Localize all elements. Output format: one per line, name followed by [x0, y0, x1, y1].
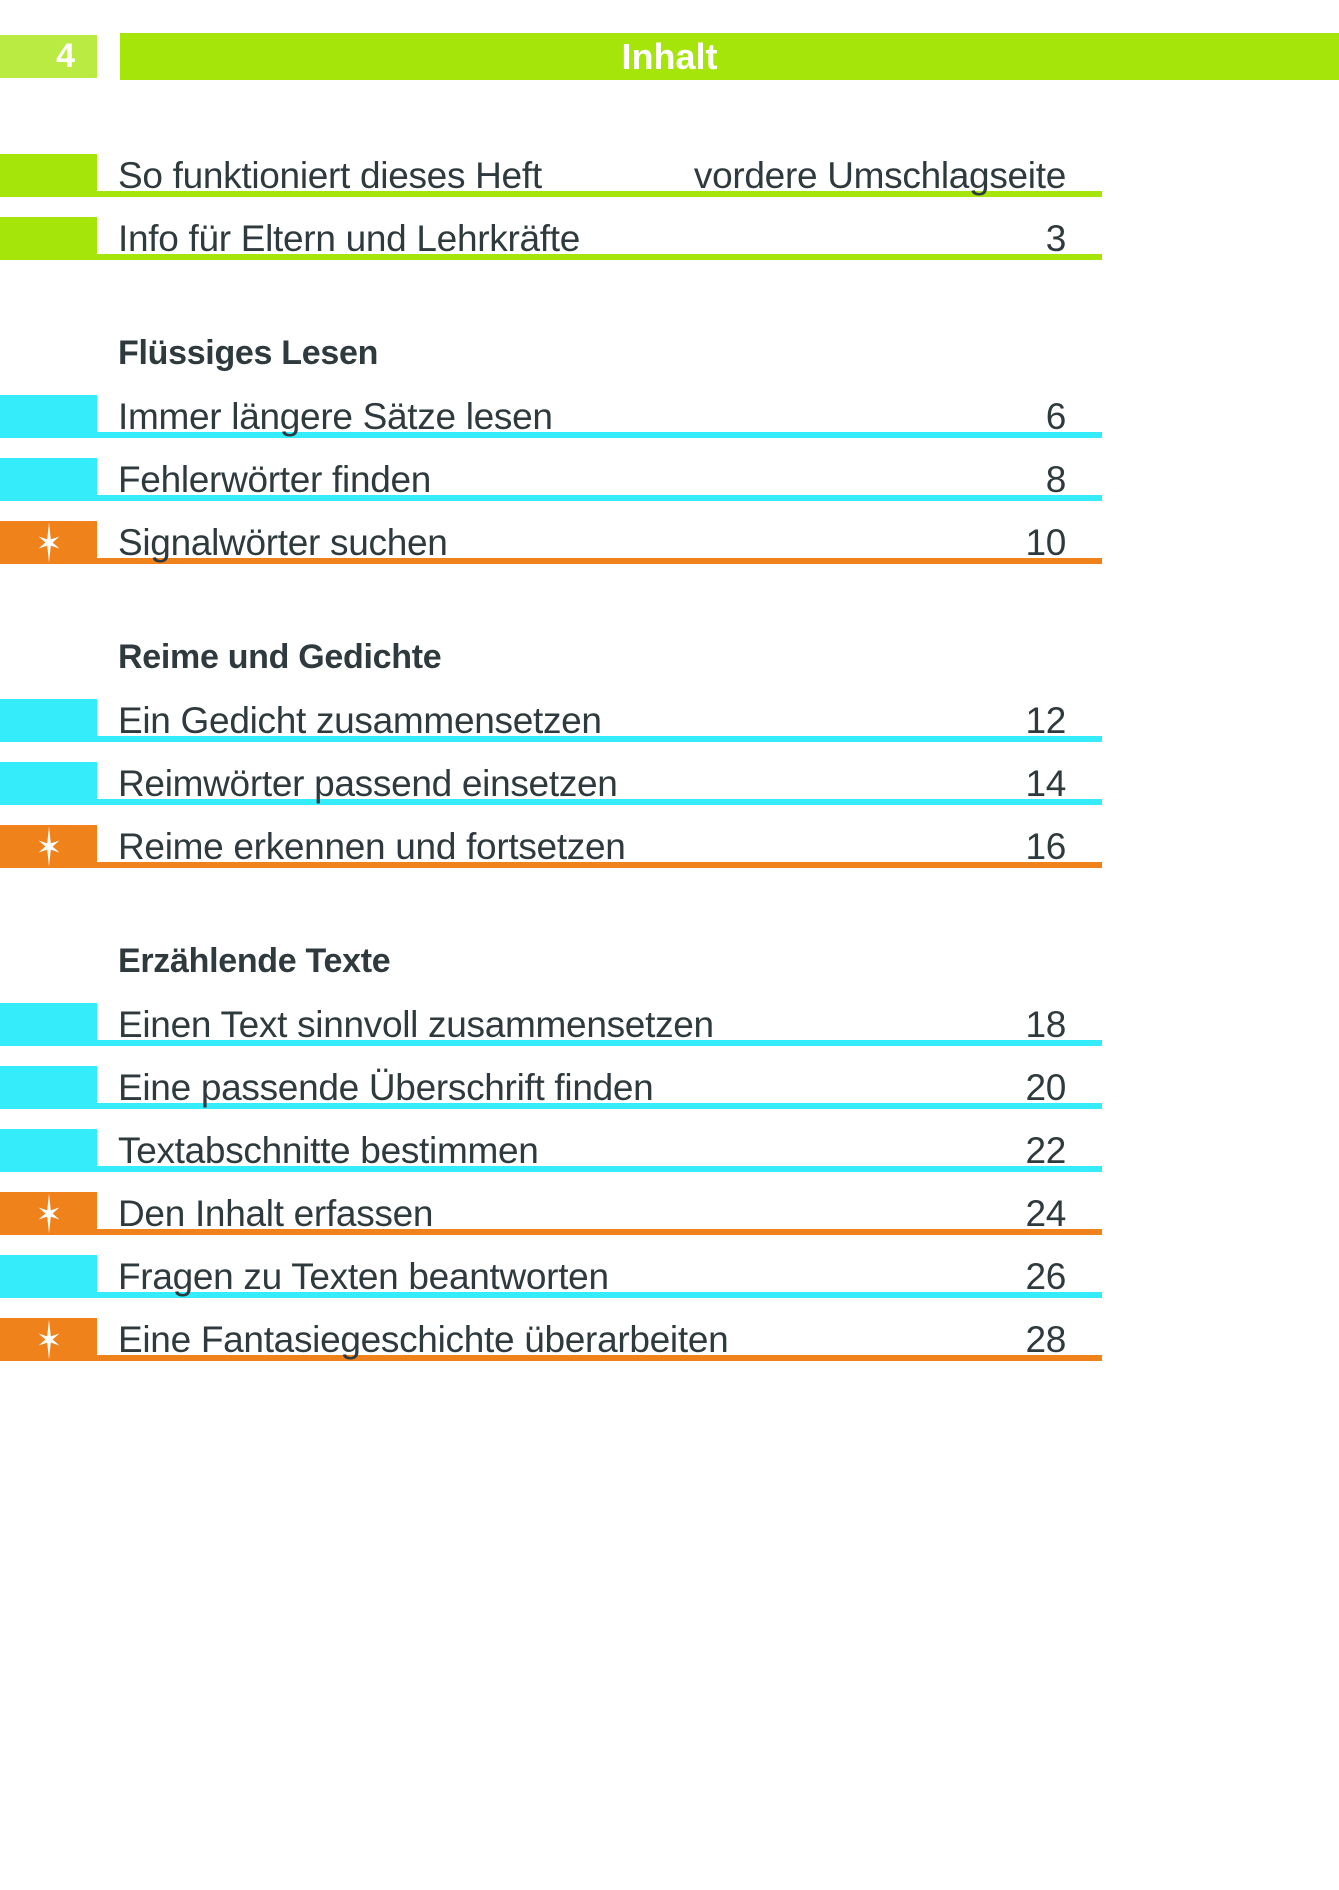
section-heading: Erzählende Texte	[118, 942, 391, 980]
entry-label: Immer längere Sätze lesen	[118, 396, 553, 437]
page-header: 4 Inhalt	[0, 33, 1339, 80]
toc-entry: Eine passende Überschrift finden 20	[0, 1066, 1339, 1109]
entry-label: Reime erkennen und fortsetzen	[118, 826, 626, 867]
entry-label: Einen Text sinnvoll zusammensetzen	[118, 1004, 714, 1045]
entry-page-number: 28	[1025, 1319, 1066, 1360]
entry-rule	[0, 254, 1102, 260]
header-bar	[120, 33, 1339, 80]
entry-rule	[0, 1292, 1102, 1298]
entry-page-number: 12	[1025, 700, 1066, 741]
entry-label: Fragen zu Texten beantworten	[118, 1256, 609, 1297]
toc-section: Flüssiges Lesen Immer längere Sätze lese…	[0, 335, 1339, 564]
entry-marker	[0, 154, 97, 197]
entry-rule	[0, 1166, 1102, 1172]
toc-entry: Immer längere Sätze lesen 6	[0, 395, 1339, 438]
entry-page-number: vordere Umschlagseite	[693, 155, 1066, 196]
entry-label: Eine passende Überschrift finden	[118, 1067, 654, 1108]
entry-label: Den Inhalt erfassen	[118, 1193, 434, 1234]
entry-page-number: 8	[1045, 459, 1067, 500]
entry-rule	[0, 799, 1102, 805]
toc-entry: Einen Text sinnvoll zusammensetzen 18	[0, 1003, 1339, 1046]
section-heading: Reime und Gedichte	[118, 638, 442, 676]
entry-page-number: 14	[1025, 763, 1066, 804]
star-icon	[29, 521, 69, 564]
entry-rule	[0, 1229, 1102, 1235]
entry-label: Signalwörter suchen	[118, 522, 448, 563]
star-icon	[29, 1318, 69, 1361]
entry-rule	[0, 191, 1102, 197]
page-title: Inhalt	[621, 36, 718, 77]
entry-marker	[0, 521, 97, 564]
entry-label: Eine Fantasiegeschichte überarbeiten	[118, 1319, 729, 1360]
entry-marker	[0, 762, 97, 805]
entry-label: So funktioniert dieses Heft	[118, 155, 542, 196]
entry-marker	[0, 1129, 97, 1172]
entry-page-number: 6	[1045, 396, 1067, 437]
toc-entry: Den Inhalt erfassen 24	[0, 1192, 1339, 1235]
entry-label: Fehlerwörter finden	[118, 459, 432, 500]
entry-rule	[0, 495, 1102, 501]
toc-section: Reime und Gedichte Ein Gedicht zusammens…	[0, 639, 1339, 868]
entry-marker	[0, 458, 97, 501]
entry-rule	[0, 1103, 1102, 1109]
entry-marker	[0, 1066, 97, 1109]
entry-rule	[0, 558, 1102, 564]
star-icon	[29, 1192, 69, 1235]
entry-marker	[0, 1003, 97, 1046]
toc-entry: Textabschnitte bestimmen 22	[0, 1129, 1339, 1172]
entry-page-number: 24	[1025, 1193, 1066, 1234]
entry-page-number: 26	[1025, 1256, 1066, 1297]
toc-entry: Reimwörter passend einsetzen 14	[0, 762, 1339, 805]
toc-entry: Reime erkennen und fortsetzen 16	[0, 825, 1339, 868]
toc-entry: Ein Gedicht zusammensetzen 12	[0, 699, 1339, 742]
entry-marker	[0, 1192, 97, 1235]
toc: So funktioniert dieses Heft vordere Umsc…	[0, 154, 1339, 1381]
toc-section: Erzählende Texte Einen Text sinnvoll zus…	[0, 943, 1339, 1361]
toc-entry: Eine Fantasiegeschichte überarbeiten 28	[0, 1318, 1339, 1361]
page-number-tab: 4	[0, 35, 97, 78]
page-number: 4	[56, 37, 75, 75]
entry-page-number: 10	[1025, 522, 1066, 563]
entry-rule	[0, 862, 1102, 868]
star-icon	[29, 825, 69, 868]
entry-rule	[0, 1355, 1102, 1361]
entry-marker	[0, 699, 97, 742]
entry-page-number: 18	[1025, 1004, 1066, 1045]
entry-marker	[0, 1318, 97, 1361]
toc-entry: Signalwörter suchen 10	[0, 521, 1339, 564]
entry-label: Textabschnitte bestimmen	[118, 1130, 539, 1171]
entry-rule	[0, 1040, 1102, 1046]
entry-label: Ein Gedicht zusammensetzen	[118, 700, 602, 741]
toc-entry: Fragen zu Texten beantworten 26	[0, 1255, 1339, 1298]
entry-marker	[0, 825, 97, 868]
entry-rule	[0, 432, 1102, 438]
toc-entry: So funktioniert dieses Heft vordere Umsc…	[0, 154, 1339, 197]
section-heading: Flüssiges Lesen	[118, 334, 379, 372]
toc-section: So funktioniert dieses Heft vordere Umsc…	[0, 154, 1339, 260]
entry-page-number: 16	[1025, 826, 1066, 867]
entry-rule	[0, 736, 1102, 742]
toc-entry: Info für Eltern und Lehrkräfte 3	[0, 217, 1339, 260]
entry-page-number: 22	[1025, 1130, 1066, 1171]
toc-entry: Fehlerwörter finden 8	[0, 458, 1339, 501]
entry-label: Reimwörter passend einsetzen	[118, 763, 618, 804]
entry-page-number: 3	[1045, 218, 1067, 259]
entry-marker	[0, 217, 97, 260]
entry-label: Info für Eltern und Lehrkräfte	[118, 218, 580, 259]
entry-marker	[0, 1255, 97, 1298]
entry-marker	[0, 395, 97, 438]
entry-page-number: 20	[1025, 1067, 1066, 1108]
